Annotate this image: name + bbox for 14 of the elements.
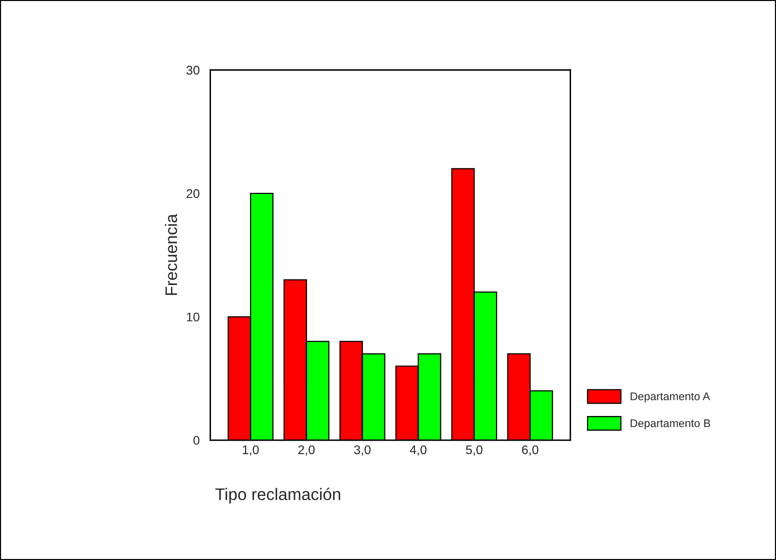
x-tick-label: 4,0 xyxy=(410,445,426,456)
x-axis-title: Tipo reclamación xyxy=(215,488,340,504)
x-tick-label: 3,0 xyxy=(354,445,371,456)
y-tick-label: 20 xyxy=(186,189,200,198)
x-tick-label: 6,0 xyxy=(522,445,538,456)
legend-label: Departamento B xyxy=(630,419,710,430)
y-tick-label: 10 xyxy=(186,312,200,322)
x-tick-label: 1,0 xyxy=(242,445,259,456)
y-axis-title: Frecuencia xyxy=(164,214,178,295)
legend-label: Departamento A xyxy=(630,392,710,402)
y-tick-label: 30 xyxy=(186,66,200,75)
y-tick-label: 0 xyxy=(193,436,200,445)
x-tick-label: 2,0 xyxy=(298,445,315,456)
x-tick-label: 5,0 xyxy=(466,445,482,456)
